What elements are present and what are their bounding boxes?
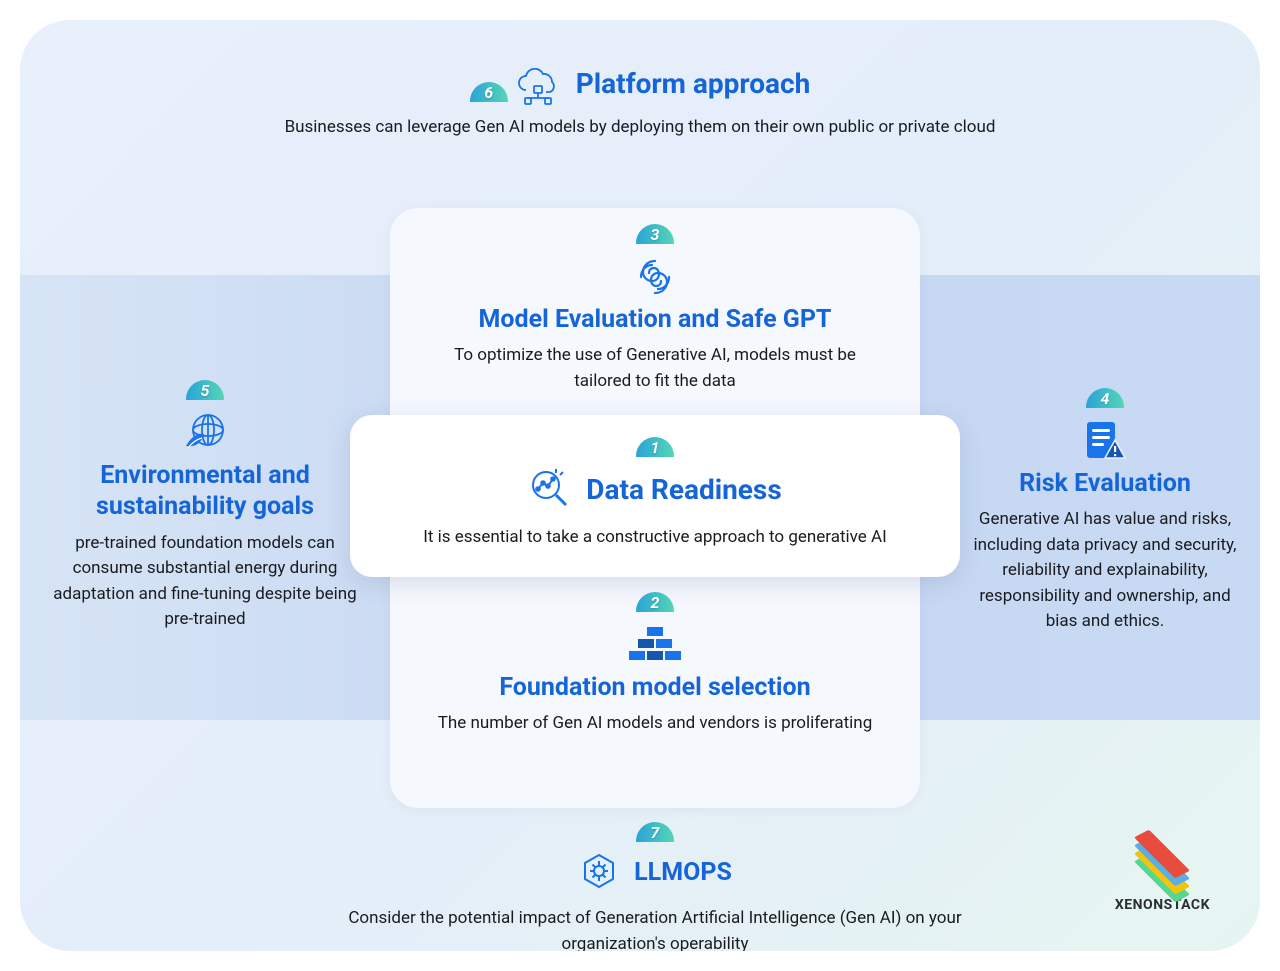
badge-num: 3 xyxy=(651,225,660,244)
title: Environmental and sustainability goals xyxy=(50,460,360,523)
document-warning-icon xyxy=(966,418,1244,464)
title: LLMOPS xyxy=(634,857,732,888)
desc: Generative AI has value and risks, inclu… xyxy=(966,507,1244,635)
card-data-readiness: 1 Data Readiness It is essential to take… xyxy=(350,415,960,577)
badge-num: 6 xyxy=(484,83,493,102)
title: Model Evaluation and Safe GPT xyxy=(425,304,885,335)
desc: Consider the potential impact of Generat… xyxy=(330,906,980,951)
badge-num: 4 xyxy=(1101,389,1110,408)
desc: Businesses can leverage Gen AI models by… xyxy=(190,115,1090,141)
card-model-evaluation: 3 Model Evaluation and Safe GPT To optim… xyxy=(425,224,885,394)
badge-3: 3 xyxy=(636,224,674,244)
brand: XENONSTACK xyxy=(1115,843,1210,913)
card-foundation-model: 2 Foundation model selection The number … xyxy=(425,592,885,737)
badge-5: 5 xyxy=(186,380,224,400)
knot-icon xyxy=(425,254,885,300)
title: Platform approach xyxy=(576,66,811,101)
title: Foundation model selection xyxy=(425,672,885,703)
cloud-network-icon xyxy=(512,68,562,108)
desc: To optimize the use of Generative AI, mo… xyxy=(425,343,885,394)
globe-leaf-icon xyxy=(50,410,360,456)
title-row: Platform approach xyxy=(512,66,811,109)
badge-2: 2 xyxy=(636,592,674,612)
badge-1: 1 xyxy=(636,437,674,457)
title: Data Readiness xyxy=(586,472,781,507)
badge-num: 5 xyxy=(201,381,210,400)
brand-stack-icon xyxy=(1129,843,1195,891)
card-platform-approach: 6 Platform approach Businesses can lever… xyxy=(190,66,1090,141)
badge-4: 4 xyxy=(1086,388,1124,408)
card-risk-evaluation: 4 Risk Evaluation Generative AI has valu… xyxy=(966,388,1244,635)
title: Risk Evaluation xyxy=(966,468,1244,499)
card-llmops: 7 LLMOPS Consider the potential i xyxy=(330,822,980,951)
title-row: Data Readiness xyxy=(528,467,781,511)
hex-gear-icon xyxy=(578,852,620,894)
desc: pre-trained foundation models can consum… xyxy=(50,531,360,633)
desc: The number of Gen AI models and vendors … xyxy=(425,711,885,737)
desc: It is essential to take a constructive a… xyxy=(380,525,930,551)
brand-name: XENONSTACK xyxy=(1115,897,1210,913)
infographic-container: 6 Platform approach Businesses can lever… xyxy=(20,20,1260,951)
bricks-icon xyxy=(425,622,885,668)
title-row: LLMOPS xyxy=(578,852,732,894)
badge-num: 2 xyxy=(651,593,660,612)
badge-num: 1 xyxy=(651,438,660,457)
badge-7: 7 xyxy=(636,822,674,842)
card-environmental: 5 Environmental and sustainability goals… xyxy=(50,380,360,633)
search-analytics-icon xyxy=(528,467,572,511)
badge-num: 7 xyxy=(651,823,660,842)
badge-6: 6 xyxy=(470,82,508,102)
